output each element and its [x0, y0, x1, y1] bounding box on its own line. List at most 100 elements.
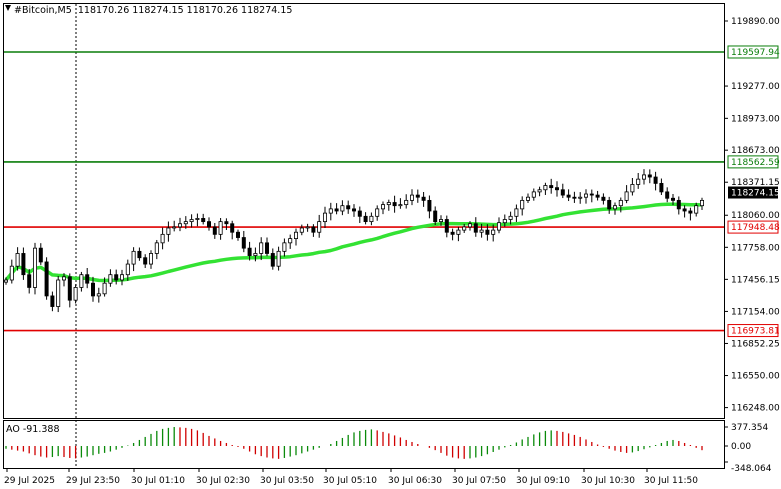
candle-body: [172, 226, 177, 229]
level-price-box: [727, 324, 779, 338]
level-price-box: [727, 220, 779, 234]
candle-body: [282, 242, 287, 252]
level-price-box: [727, 155, 779, 169]
candle-body: [311, 226, 316, 233]
candle-body: [624, 191, 629, 201]
candle-body: [665, 191, 670, 199]
candle-body: [114, 274, 119, 281]
candle-body: [50, 295, 55, 307]
time-tick-label: 30 Jul 10:30: [581, 476, 635, 486]
candle-body: [241, 237, 246, 249]
candle-body: [351, 208, 356, 212]
time-tick-label: 29 Jul 2025: [4, 476, 55, 486]
candle-body: [618, 199, 623, 207]
candle-body: [688, 210, 693, 214]
candle-body: [189, 219, 194, 223]
candle-body: [479, 229, 484, 233]
level-price-label: 118562.59: [731, 158, 780, 168]
candle-body: [560, 189, 565, 196]
time-tick-label: 30 Jul 07:50: [452, 476, 506, 486]
price-tick-label: 118060.00: [731, 211, 780, 221]
candle-body: [514, 208, 519, 217]
candle-body: [647, 174, 652, 178]
ao-scale-label: -348.064: [731, 464, 772, 474]
candle-body: [404, 199, 409, 206]
candle-body: [143, 257, 148, 265]
candle-body: [613, 205, 618, 210]
dropdown-arrow-icon[interactable]: [5, 5, 11, 11]
candle-body: [537, 189, 542, 193]
indicator-plot-frame: [3, 420, 725, 469]
candle-body: [322, 212, 327, 223]
candle-body: [299, 227, 304, 233]
candle-body: [485, 229, 490, 235]
time-tick-label: 30 Jul 02:30: [196, 476, 250, 486]
candle-body: [671, 197, 676, 201]
candle-body: [363, 215, 368, 223]
candle-body: [392, 202, 397, 207]
candle-body: [56, 279, 61, 307]
candle-body: [409, 194, 414, 201]
candle-body: [33, 247, 38, 288]
price-tick-label: 117758.00: [731, 243, 780, 253]
candle-body: [247, 247, 252, 256]
candle-body: [438, 219, 443, 223]
candle-body: [421, 196, 426, 201]
candle-body: [160, 233, 165, 244]
candle-body: [259, 242, 264, 254]
candle-body: [91, 282, 96, 297]
candle-body: [9, 265, 14, 281]
candle-body: [293, 231, 298, 240]
symbol-header: #Bitcoin,M5 118170.26 118274.15 118170.2…: [14, 5, 292, 16]
ohlc-values: 118170.26 118274.15 118170.26 118274.15: [77, 5, 293, 16]
candle-body: [264, 242, 269, 254]
candle-body: [148, 253, 153, 265]
candle-body: [589, 193, 594, 196]
candle-body: [433, 210, 438, 223]
candle-body: [375, 208, 380, 217]
level-price-label: 119597.94: [731, 48, 780, 58]
candle-body: [108, 274, 113, 284]
candle-body: [380, 204, 385, 210]
candle-body: [120, 274, 125, 281]
candle-body: [38, 247, 43, 263]
candle-body: [531, 191, 536, 198]
symbol-name: #Bitcoin,M5: [14, 5, 72, 16]
price-tick-label: 118973.00: [731, 114, 780, 124]
candle-body: [450, 231, 455, 235]
candle-body: [137, 250, 142, 259]
candle-body: [607, 199, 612, 210]
candle-body: [253, 253, 258, 256]
candle-body: [473, 223, 478, 233]
candle-body: [682, 208, 687, 212]
price-tick-label: 118371.15: [731, 178, 780, 188]
candle-body: [502, 219, 507, 224]
candle-body: [206, 221, 211, 228]
candle-body: [218, 221, 223, 235]
candle-body: [85, 274, 90, 284]
ao-scale-label: 0.00: [731, 442, 751, 452]
candle-body: [659, 182, 664, 193]
candle-body: [415, 194, 420, 198]
current-price-box: [728, 186, 778, 199]
level-price-box: [727, 45, 779, 59]
candle-body: [386, 202, 391, 206]
candle-body: [73, 287, 78, 301]
time-tick-label: 30 Jul 03:50: [260, 476, 314, 486]
candle-body: [456, 229, 461, 235]
candle-body: [595, 194, 600, 198]
candle-body: [102, 282, 107, 295]
price-tick-label: 119890.00: [731, 17, 780, 27]
candle-body: [346, 205, 351, 210]
candle-body: [27, 274, 32, 288]
candle-body: [653, 176, 658, 184]
candle-body: [549, 185, 554, 189]
candle-body: [276, 250, 281, 267]
time-tick-label: 30 Jul 05:10: [323, 476, 377, 486]
candle-body: [642, 174, 647, 180]
candle-body: [21, 253, 26, 276]
candle-body: [235, 231, 240, 238]
candle-body: [201, 218, 206, 223]
candle-body: [15, 253, 20, 267]
